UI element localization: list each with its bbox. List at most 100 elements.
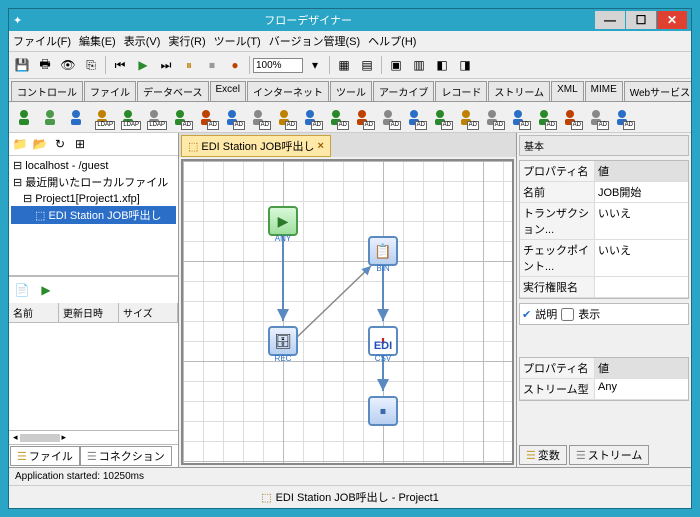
ribbon-button[interactable]: LDAP bbox=[142, 105, 166, 129]
ribbon-button[interactable]: AD bbox=[272, 105, 296, 129]
pause-icon[interactable]: ⏸ bbox=[178, 54, 200, 76]
category-tab[interactable]: XML bbox=[551, 81, 584, 101]
ribbon-button[interactable]: AD bbox=[610, 105, 634, 129]
play-next-icon[interactable]: ⏭ bbox=[155, 54, 177, 76]
menu-tool[interactable]: ツール(T) bbox=[214, 33, 261, 49]
category-tab[interactable]: ツール bbox=[330, 81, 372, 101]
left-panel: 📁 📂 ↻ ⊞ ⊟ localhost - /guest⊟ 最近開いたローカルフ… bbox=[9, 133, 179, 467]
show-checkbox[interactable] bbox=[561, 308, 574, 321]
record-icon[interactable]: ● bbox=[224, 54, 246, 76]
ribbon-button[interactable]: AD bbox=[506, 105, 530, 129]
ribbon-button[interactable]: AD bbox=[376, 105, 400, 129]
db4-icon[interactable]: ◨ bbox=[454, 54, 476, 76]
flow-canvas[interactable]: ▶ANY 📋BIN 🗄REC ⬇EDICSV ⏹ bbox=[181, 159, 514, 465]
menu-view[interactable]: 表示(V) bbox=[124, 33, 161, 49]
tab-vars[interactable]: ☰変数 bbox=[519, 445, 567, 465]
copy-icon[interactable]: ⎘ bbox=[80, 54, 102, 76]
ribbon-button[interactable]: AD bbox=[298, 105, 322, 129]
zoom-select[interactable] bbox=[253, 58, 303, 73]
project-tree[interactable]: ⊟ localhost - /guest⊟ 最近開いたローカルファイル⊟ Pro… bbox=[9, 156, 178, 276]
fl-run-icon[interactable]: ▶ bbox=[35, 279, 57, 301]
menu-run[interactable]: 実行(R) bbox=[168, 33, 205, 49]
prop-row[interactable]: チェックポイント...いいえ bbox=[520, 240, 688, 277]
col-name[interactable]: 名前 bbox=[9, 303, 59, 322]
ribbon-button[interactable]: AD bbox=[532, 105, 556, 129]
db1-icon[interactable]: ▣ bbox=[385, 54, 407, 76]
tree-item[interactable]: ⊟ localhost - /guest bbox=[11, 158, 176, 173]
ribbon-button[interactable]: AD bbox=[558, 105, 582, 129]
maximize-button[interactable]: ☐ bbox=[626, 11, 656, 29]
menu-version[interactable]: バージョン管理(S) bbox=[269, 33, 360, 49]
category-tab[interactable]: Excel bbox=[210, 81, 246, 101]
ribbon-button[interactable]: AD bbox=[402, 105, 426, 129]
category-tab[interactable]: ストリーム bbox=[488, 81, 550, 101]
category-tab[interactable]: ファイル bbox=[84, 81, 136, 101]
canvas-tab[interactable]: ⬚ EDI Station JOB呼出し × bbox=[181, 135, 331, 157]
ribbon-button[interactable]: AD bbox=[428, 105, 452, 129]
ribbon-button[interactable]: LDAP bbox=[116, 105, 140, 129]
category-tab[interactable]: レコード bbox=[435, 81, 487, 101]
ribbon-button[interactable]: AD bbox=[324, 105, 348, 129]
ribbon-button[interactable]: AD bbox=[480, 105, 504, 129]
menu-help[interactable]: ヘルプ(H) bbox=[368, 33, 416, 49]
node-bin[interactable]: 📋BIN bbox=[368, 236, 398, 266]
ribbon-button[interactable] bbox=[38, 105, 62, 129]
col-size[interactable]: サイズ bbox=[119, 303, 178, 322]
prop-row[interactable]: ストリーム型Any bbox=[520, 379, 688, 400]
category-tab[interactable]: アーカイブ bbox=[373, 81, 434, 101]
close-button[interactable]: ✕ bbox=[657, 11, 687, 29]
close-tab-icon[interactable]: × bbox=[318, 140, 324, 152]
tree-item[interactable]: ⬚ EDI Station JOB呼出し bbox=[11, 206, 176, 224]
layout2-icon[interactable]: ▤ bbox=[356, 54, 378, 76]
eye-icon[interactable]: 👁 bbox=[57, 54, 79, 76]
node-end[interactable]: ⏹ bbox=[368, 396, 398, 426]
node-edi[interactable]: ⬇EDICSV bbox=[368, 326, 398, 356]
save-icon[interactable]: 💾 bbox=[11, 54, 33, 76]
menu-file[interactable]: ファイル(F) bbox=[13, 33, 71, 49]
node-rec[interactable]: 🗄REC bbox=[268, 326, 298, 356]
db2-icon[interactable]: ▥ bbox=[408, 54, 430, 76]
folder-icon[interactable]: 📁 bbox=[11, 135, 29, 153]
ribbon-button[interactable]: AD bbox=[194, 105, 218, 129]
category-tab[interactable]: データベース bbox=[137, 81, 209, 101]
ribbon-button[interactable] bbox=[12, 105, 36, 129]
ribbon-button[interactable]: LDAP bbox=[90, 105, 114, 129]
play-first-icon[interactable]: ⏮ bbox=[109, 54, 131, 76]
tree-item[interactable]: ⊟ 最近開いたローカルファイル bbox=[11, 173, 176, 191]
col-date[interactable]: 更新日時 bbox=[59, 303, 119, 322]
play-icon[interactable]: ▶ bbox=[132, 54, 154, 76]
db3-icon[interactable]: ◧ bbox=[431, 54, 453, 76]
node-start[interactable]: ▶ANY bbox=[268, 206, 298, 236]
new-folder-icon[interactable]: 📂 bbox=[31, 135, 49, 153]
description-row[interactable]: ✔説明 表示 bbox=[519, 303, 689, 325]
ribbon-button[interactable]: AD bbox=[454, 105, 478, 129]
tab-stream[interactable]: ☰ストリーム bbox=[569, 445, 650, 465]
stop-icon[interactable]: ⏹ bbox=[201, 54, 223, 76]
tree-icon[interactable]: ⊞ bbox=[71, 135, 89, 153]
prop-row[interactable]: 名前JOB開始 bbox=[520, 182, 688, 203]
ribbon-button[interactable]: AD bbox=[350, 105, 374, 129]
category-tab[interactable]: コントロール bbox=[11, 81, 83, 101]
tree-item[interactable]: ⊟ Project1[Project1.xfp] bbox=[11, 191, 176, 206]
minimize-button[interactable]: — bbox=[595, 11, 625, 29]
titlebar: ✦ フローデザイナー — ☐ ✕ bbox=[9, 9, 691, 31]
category-tab[interactable]: MIME bbox=[585, 81, 623, 101]
prop-row[interactable]: トランザクション...いいえ bbox=[520, 203, 688, 240]
fl-new-icon[interactable]: 📄 bbox=[11, 279, 33, 301]
ribbon-button[interactable]: AD bbox=[168, 105, 192, 129]
ribbon-button[interactable]: AD bbox=[246, 105, 270, 129]
tab-connection[interactable]: ☰コネクション bbox=[80, 446, 172, 466]
ribbon-button[interactable] bbox=[64, 105, 88, 129]
tab-file[interactable]: ☰ファイル bbox=[10, 446, 80, 466]
print-icon[interactable]: 🖶 bbox=[34, 54, 56, 76]
ribbon-button[interactable]: AD bbox=[584, 105, 608, 129]
layout1-icon[interactable]: ▦ bbox=[333, 54, 355, 76]
zoom-down-icon[interactable]: ▾ bbox=[304, 54, 326, 76]
menu-edit[interactable]: 編集(E) bbox=[79, 33, 116, 49]
prop-row[interactable]: 実行権限名 bbox=[520, 277, 688, 298]
category-tab[interactable]: Webサービス bbox=[624, 81, 691, 101]
category-tab[interactable]: インターネット bbox=[247, 81, 329, 101]
ribbon-button[interactable]: AD bbox=[220, 105, 244, 129]
main-toolbar: 💾 🖶 👁 ⎘ ⏮ ▶ ⏭ ⏸ ⏹ ● ▾ ▦ ▤ ▣ ▥ ◧ ◨ bbox=[9, 52, 691, 79]
refresh-icon[interactable]: ↻ bbox=[51, 135, 69, 153]
